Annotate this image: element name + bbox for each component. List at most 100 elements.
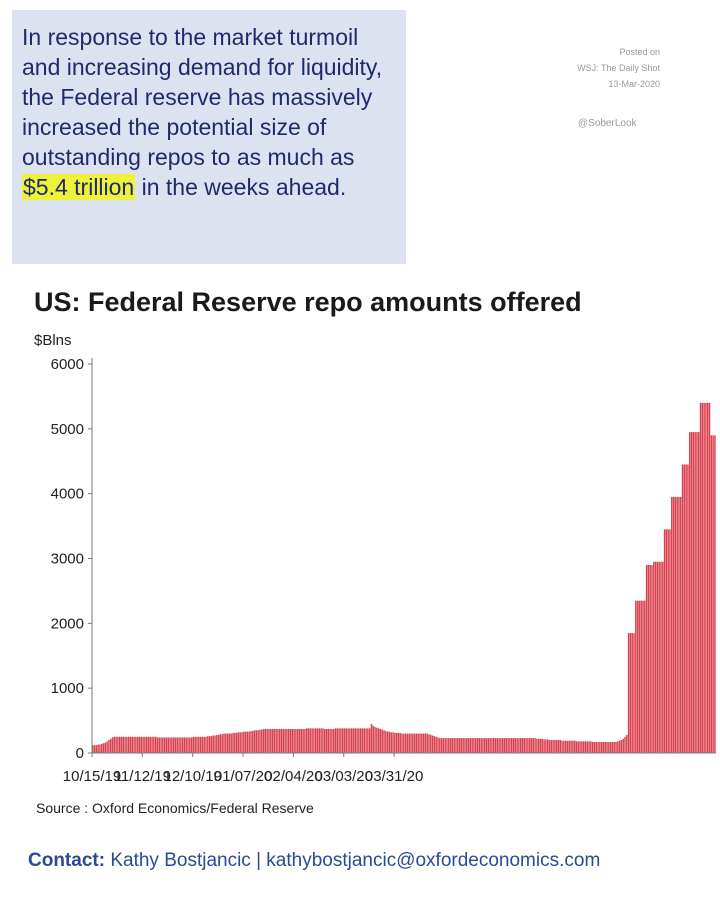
- bar: [275, 729, 277, 753]
- bar: [199, 736, 202, 753]
- bar: [171, 737, 173, 753]
- bar: [433, 736, 436, 753]
- credit-line-3: 13-Mar-2020: [608, 79, 660, 89]
- bar: [458, 738, 461, 753]
- credit-line-2: WSJ: The Daily Shot: [577, 63, 660, 73]
- bar: [147, 736, 150, 753]
- bar: [176, 737, 178, 753]
- bar: [595, 741, 597, 753]
- bar: [588, 741, 590, 753]
- bar: [208, 736, 211, 753]
- bar: [690, 432, 693, 753]
- bar: [111, 737, 114, 753]
- bar: [516, 738, 518, 753]
- bar: [108, 740, 110, 753]
- bar: [446, 738, 448, 753]
- bar: [259, 729, 261, 753]
- bar: [106, 741, 108, 753]
- bar: [289, 729, 292, 753]
- bar: [262, 729, 265, 753]
- bar: [293, 729, 295, 753]
- bar: [536, 738, 538, 753]
- bar: [557, 740, 560, 753]
- bar: [313, 728, 315, 753]
- bar: [368, 728, 371, 753]
- bar: [153, 736, 155, 753]
- bar: [356, 728, 358, 753]
- bar: [582, 741, 585, 753]
- bar: [712, 435, 714, 753]
- bar: [654, 561, 657, 753]
- bar: [629, 633, 632, 753]
- bar: [273, 729, 276, 753]
- bar: [320, 728, 322, 753]
- bar: [118, 736, 121, 753]
- bar: [226, 733, 229, 753]
- bar: [593, 741, 596, 753]
- bar: [246, 731, 249, 753]
- bar: [392, 732, 394, 753]
- bar: [307, 728, 310, 753]
- bar: [430, 734, 432, 753]
- bar: [618, 740, 621, 753]
- bar: [102, 743, 105, 753]
- bar: [519, 738, 522, 753]
- bar: [554, 740, 556, 753]
- callout-text-before: In response to the market turmoil and in…: [22, 24, 383, 170]
- bar: [261, 729, 263, 753]
- bar: [194, 736, 196, 753]
- bar: [609, 741, 612, 753]
- bar: [518, 738, 520, 753]
- bar: [701, 402, 704, 753]
- bar: [480, 738, 482, 753]
- bar: [282, 729, 285, 753]
- bar: [457, 738, 459, 753]
- bar: [638, 600, 641, 753]
- bar: [365, 728, 367, 753]
- bar: [207, 736, 209, 753]
- bar: [144, 736, 146, 753]
- bar: [527, 738, 529, 753]
- bar: [703, 402, 705, 753]
- bar: [131, 736, 134, 753]
- bar: [135, 736, 137, 753]
- bar: [672, 496, 675, 753]
- bar: [322, 728, 324, 753]
- bar: [133, 736, 135, 753]
- bar: [109, 738, 112, 753]
- bar: [127, 736, 130, 753]
- bar: [451, 738, 454, 753]
- bar: [228, 733, 231, 753]
- bar: [201, 736, 204, 753]
- bar: [620, 740, 623, 753]
- bar: [537, 738, 540, 753]
- bar: [354, 728, 356, 753]
- bar: [705, 402, 707, 753]
- bar: [349, 728, 351, 753]
- bar: [552, 740, 554, 753]
- bar: [250, 730, 252, 753]
- bar: [151, 736, 153, 753]
- bar: [198, 736, 200, 753]
- bar: [412, 733, 414, 753]
- bar: [624, 736, 626, 753]
- bar: [183, 737, 186, 753]
- bar: [476, 738, 479, 753]
- bar: [154, 736, 157, 753]
- bar: [264, 729, 267, 753]
- bar: [210, 736, 213, 753]
- bar: [689, 432, 691, 753]
- bar: [331, 729, 333, 753]
- bar: [428, 734, 430, 753]
- bar: [422, 733, 425, 753]
- bar: [440, 738, 443, 753]
- callout-box: In response to the market turmoil and in…: [12, 10, 406, 264]
- bar: [467, 738, 470, 753]
- bar: [140, 736, 142, 753]
- bar: [500, 738, 502, 753]
- bar: [169, 737, 171, 753]
- bar: [241, 732, 243, 753]
- bar: [361, 728, 364, 753]
- bar: [390, 732, 392, 753]
- bar: [714, 435, 716, 753]
